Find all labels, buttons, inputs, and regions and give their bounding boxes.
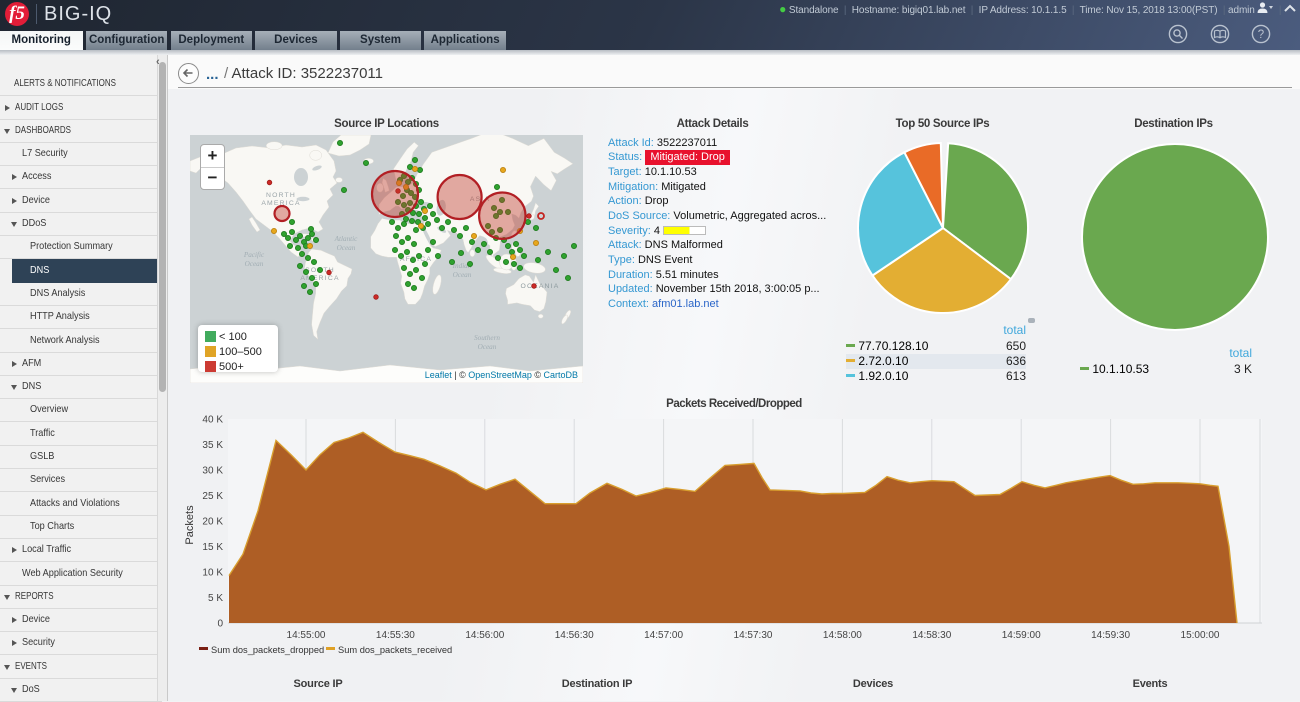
svg-text:30 K: 30 K [202, 466, 223, 477]
svg-text:Ocean: Ocean [337, 244, 356, 252]
svg-text:ASIA: ASIA [470, 196, 490, 203]
svg-text:14:59:00: 14:59:00 [1002, 630, 1041, 641]
svg-text:10 K: 10 K [202, 568, 223, 579]
svg-text:14:58:30: 14:58:30 [912, 630, 951, 641]
svg-text:14:56:30: 14:56:30 [555, 630, 594, 641]
svg-text:Ocean: Ocean [245, 260, 264, 268]
svg-text:14:57:30: 14:57:30 [734, 630, 773, 641]
svg-text:Leaflet | © OpenStreetMap © Ca: Leaflet | © OpenStreetMap © CartoDB [425, 370, 578, 380]
svg-text:Sum dos_packets_received: Sum dos_packets_received [338, 645, 452, 655]
svg-text:Ocean: Ocean [478, 343, 497, 351]
svg-text:25 K: 25 K [202, 491, 223, 502]
svg-text:14:57:00: 14:57:00 [644, 630, 683, 641]
svg-text:OCEANIA: OCEANIA [521, 283, 560, 290]
svg-text:14:55:00: 14:55:00 [287, 630, 326, 641]
svg-text:Packets: Packets [184, 505, 196, 545]
svg-text:14:59:30: 14:59:30 [1091, 630, 1130, 641]
svg-text:0: 0 [217, 619, 223, 630]
svg-text:14:56:00: 14:56:00 [465, 630, 504, 641]
svg-text:Southern: Southern [474, 334, 500, 342]
svg-text:5 K: 5 K [208, 593, 223, 604]
svg-text:Indian: Indian [452, 262, 472, 270]
svg-text:AMERICA: AMERICA [300, 275, 339, 282]
svg-text:15:00:00: 15:00:00 [1181, 630, 1220, 641]
svg-text:Sum dos_packets_dropped: Sum dos_packets_dropped [211, 645, 324, 655]
svg-text:35 K: 35 K [202, 440, 223, 451]
svg-text:AMERICA: AMERICA [261, 200, 300, 207]
svg-text:Atlantic: Atlantic [334, 235, 359, 243]
svg-text:NORTH: NORTH [266, 192, 296, 199]
svg-text:AFRICA: AFRICA [400, 256, 432, 263]
svg-text:14:58:00: 14:58:00 [823, 630, 862, 641]
svg-text:14:55:30: 14:55:30 [376, 630, 415, 641]
svg-text:Ocean: Ocean [453, 271, 472, 279]
svg-text:40 K: 40 K [202, 415, 223, 426]
svg-text:15 K: 15 K [202, 542, 223, 553]
svg-text:Pacific: Pacific [243, 251, 265, 259]
svg-text:20 K: 20 K [202, 517, 223, 528]
svg-text:?: ? [1258, 29, 1264, 41]
